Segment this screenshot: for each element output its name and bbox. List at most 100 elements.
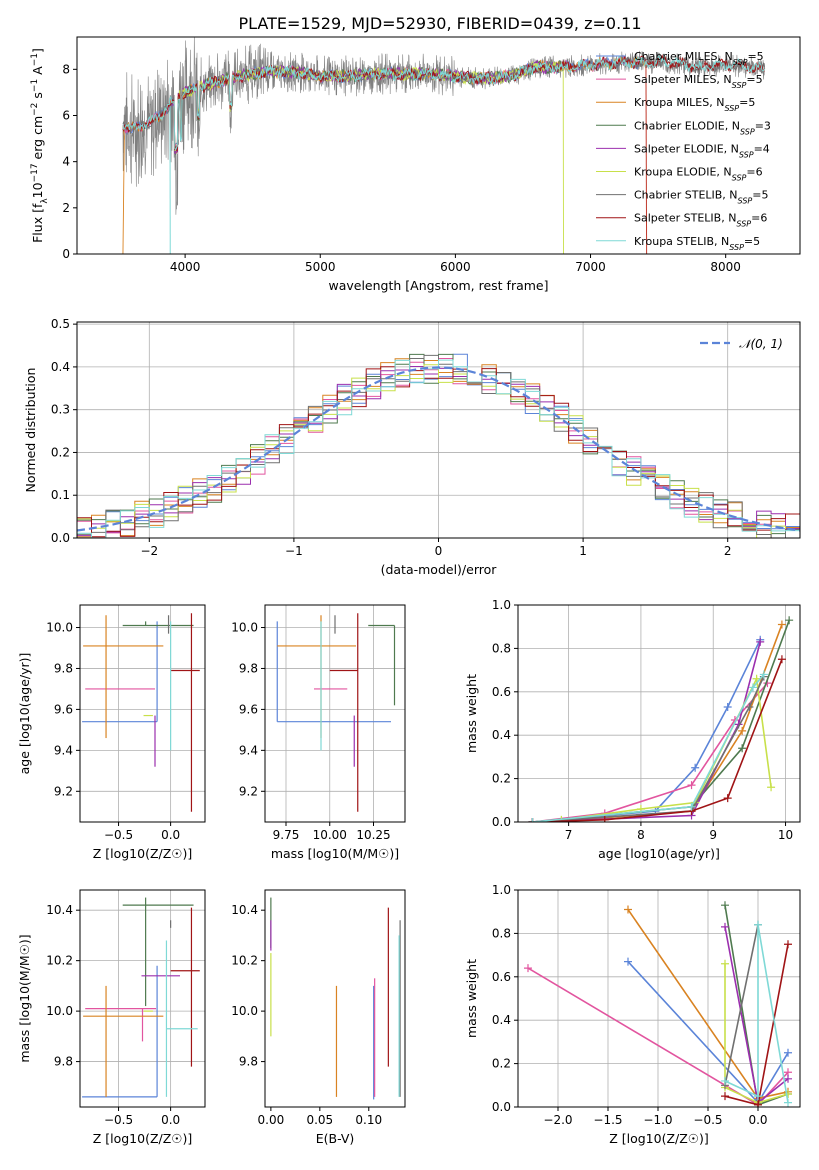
errorbar-chabrier-miles [82,621,158,723]
point-marker [738,744,747,753]
x-axis-label: Z [log10(Z/Z☉)] [609,1131,709,1146]
x-tick-label: −0.5 [104,828,133,842]
legend-label-sub: SSP [736,219,751,228]
x-tick-label: 0.0 [161,828,180,842]
axes-frame: −2.0 −1.5 −1.0 −0.5 0.0 0.0 0.2 0.4 0.6 0.8 1.0 Z [… [464,883,801,1146]
x-tick-label: −0.5 [693,1113,722,1127]
y-tick-label: 0.2 [51,445,70,459]
x-tick-label: 0 [435,544,443,558]
y-axis-label: age [log10(age/yr)] [17,653,32,775]
point-marker [723,794,732,803]
y-axis-label-part: erg cm [30,116,45,164]
y-tick-label: 0.2 [492,1057,511,1071]
y-axis-label-part: s [30,92,45,103]
x-tick-label: 2 [724,544,732,558]
legend-label-sub: SSP [738,196,753,205]
point-marker [785,616,794,625]
y-tick-label: 0.6 [492,970,511,984]
series-line [532,619,790,822]
legend-label-part: Salpeter ELODIE, N [634,142,739,155]
x-axis-label: (data-model)/error [381,562,498,577]
x-tick-label: 7 [565,828,573,842]
axes-border [79,604,206,823]
y-tick-label: 4 [62,155,70,169]
plot-area [122,37,766,254]
x-tick-label: 10 [778,828,793,842]
legend-label-sub: SSP [724,104,739,113]
axes-border [79,889,206,1108]
x-tick-label: −1.5 [593,1113,622,1127]
axes-border [264,889,406,1108]
axes-border [517,889,801,1108]
point-marker [528,818,537,822]
legend-label-part: =4 [754,142,770,155]
panel-age_vs_Z: −0.5 0.0 9.2 9.4 9.6 9.8 10.0 Z [log10(Z/Z☉)] ag… [17,604,206,861]
axes-frame: 7 8 9 10 0.0 0.2 0.4 0.6 0.8 1.0 age [log10(age/yr… [464,598,801,861]
plot-area [77,353,800,538]
y-tick-label: 10.0 [46,621,73,635]
y-tick-label: 0.1 [51,488,70,502]
y-tick-label: 9.4 [239,743,258,757]
point-marker [767,783,776,792]
model-line-kroupa-stelib [122,54,765,151]
axes-frame: 0.00 0.05 0.10 9.8 10.0 10.2 10.4 E(B-V) [231,889,406,1146]
legend-label: Kroupa ELODIE, NSSP=6 [634,166,763,183]
point-marker [754,920,762,929]
y-axis-label: mass weight [464,959,479,1038]
x-tick-label: −2 [140,544,158,558]
errorbar-kroupa-miles [83,985,164,1097]
y-axis-label-part: λ [40,198,50,204]
series-line [724,963,789,1104]
legend-label-sub: SSP [732,173,747,182]
y-tick-label: 10.4 [231,903,258,917]
legend-label-sub: SSP [739,150,754,159]
legend-label-part: Salpeter MILES, N [634,73,732,86]
model-drop [645,64,648,254]
plot-area [270,897,401,1100]
point-marker [759,670,768,679]
x-tick-label: 9 [709,828,717,842]
y-tick-label: 0.6 [492,685,511,699]
legend-label: 𝒩(0, 1) [739,337,783,351]
x-tick-label: 0.00 [258,1113,285,1127]
point-marker [784,1074,792,1083]
y-tick-label: 9.8 [54,1055,73,1069]
point-marker [721,959,729,968]
series-salpeter-stelib [721,940,792,1107]
point-marker [777,655,786,664]
x-axis-label: Z [log10(Z/Z☉)] [93,846,193,861]
point-marker [687,781,696,790]
legend-label: Kroupa MILES, NSSP=5 [634,96,755,113]
histogram-salpeter-stelib [77,366,800,538]
legend-label-part: Salpeter STELIB, N [634,212,736,225]
legend-label-part: =6 [746,166,762,179]
errorbar-chabrier-elodie [122,897,194,1007]
point-marker [745,702,754,711]
legend-label-part: =6 [751,212,767,225]
y-tick-label: 0.0 [492,815,511,829]
point-marker [754,1092,762,1101]
point-marker [721,922,729,931]
axes-frame: −0.5 0.0 9.2 9.4 9.6 9.8 10.0 Z [log10(Z/Z☉)] ag… [17,604,206,861]
errorbar-salpeter-stelib [170,907,200,1067]
y-axis-label: mass [log10(M/M☉)] [17,934,32,1062]
legend-label-part: =5 [744,235,760,248]
x-tick-label: 10.25 [356,828,390,842]
point-marker [624,905,632,914]
plot-area [524,901,792,1107]
plot-area [528,616,794,822]
y-tick-label: 10.0 [231,1004,258,1018]
x-tick-label: 10.00 [313,828,347,842]
panel-mass_vs_EBV: 0.00 0.05 0.10 9.8 10.0 10.2 10.4 E(B-V) [231,889,406,1146]
point-marker [721,901,729,910]
histogram-kroupa-stelib [77,359,800,538]
legend-label-part: Kroupa ELODIE, N [634,166,732,179]
x-axis-label: Z [log10(Z/Z☉)] [93,1131,193,1146]
series-line [532,676,765,822]
y-tick-label: 8 [62,62,70,76]
plot-area [276,613,396,812]
legend-label: Salpeter MILES, NSSP=5 [634,73,763,90]
y-tick-label: 9.8 [239,661,258,675]
errorbar-chabrier-miles [276,621,391,723]
